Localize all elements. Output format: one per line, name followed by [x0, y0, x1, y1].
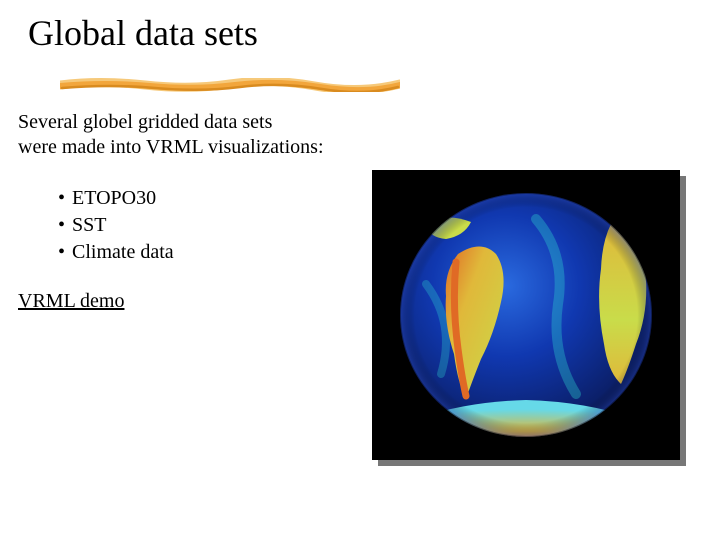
list-item-label: ETOPO30: [72, 185, 156, 212]
bullet-list: • ETOPO30 • SST • Climate data: [58, 185, 174, 266]
list-item-label: Climate data: [72, 239, 174, 266]
bullet-icon: •: [58, 239, 72, 266]
bullet-icon: •: [58, 185, 72, 212]
page-title: Global data sets: [28, 12, 258, 54]
intro-text: Several globel gridded data sets were ma…: [18, 110, 324, 160]
bullet-icon: •: [58, 212, 72, 239]
slide: Global data sets Several globel gridded …: [0, 0, 720, 540]
vrml-demo-link[interactable]: VRML demo: [18, 290, 124, 313]
list-item: • ETOPO30: [58, 185, 174, 212]
list-item: • SST: [58, 212, 174, 239]
list-item: • Climate data: [58, 239, 174, 266]
globe-icon: [386, 184, 666, 446]
intro-line-2: were made into VRML visualizations:: [18, 135, 324, 160]
globe-figure: [372, 170, 680, 460]
title-underline: [60, 78, 400, 92]
intro-line-1: Several globel gridded data sets: [18, 110, 324, 135]
list-item-label: SST: [72, 212, 106, 239]
